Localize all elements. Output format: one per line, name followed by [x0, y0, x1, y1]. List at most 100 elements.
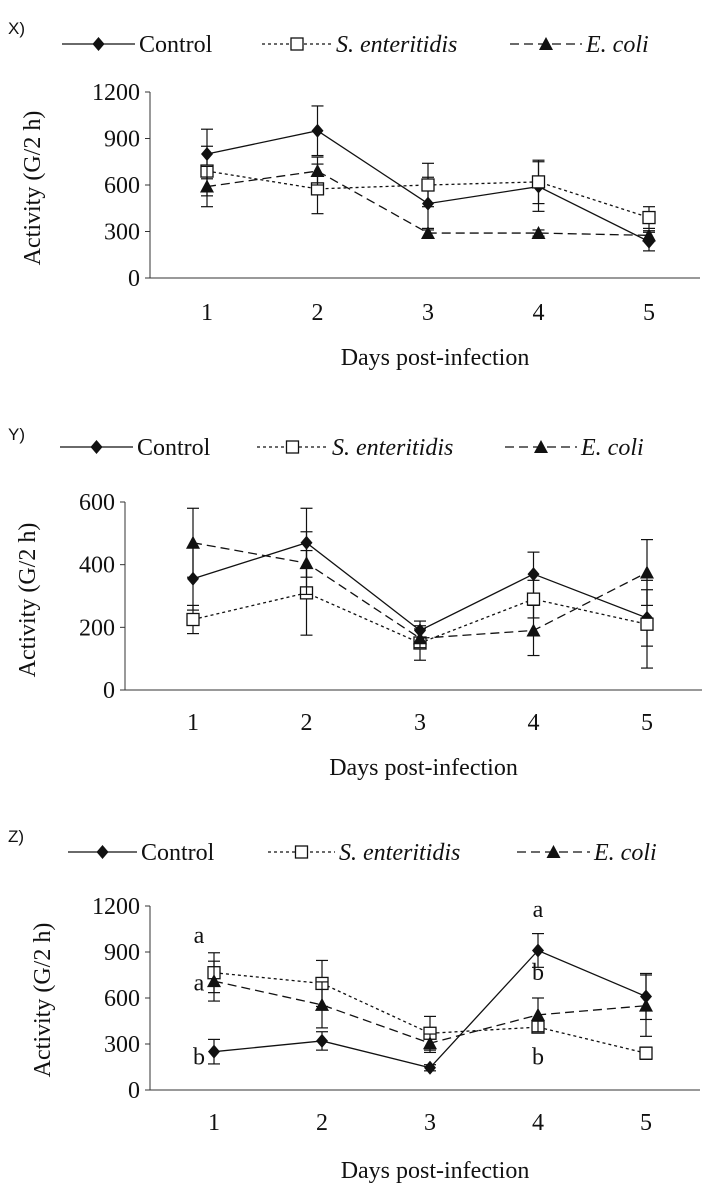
chart-panel-1: X) Control S. enteritidis E. coli 0 300 600 900… — [8, 19, 700, 371]
chart-panel-2: Y) Control S. enteritidis E. coli 0 200 400 600… — [8, 425, 702, 781]
legend-marker-e-coli — [539, 37, 553, 50]
legend-label-s-enteritidis: S. enteritidis — [336, 32, 457, 58]
data-point-s-enteritidis — [421, 178, 435, 192]
data-point-e-coli — [640, 565, 654, 579]
legend-label-s-enteritidis: S. enteritidis — [332, 435, 453, 461]
significance-letter: b — [532, 960, 544, 986]
data-point-e-coli — [531, 1007, 545, 1021]
legend-label-control: Control — [137, 435, 211, 461]
data-point-control — [424, 1060, 436, 1075]
data-point-e-coli — [315, 997, 329, 1011]
legend-marker-control — [90, 440, 103, 454]
y-tick-label: 1200 — [92, 80, 140, 106]
data-point-e-coli — [639, 998, 653, 1012]
y-tick-label: 0 — [128, 1078, 140, 1104]
y-tick-label: 0 — [103, 678, 115, 704]
y-axis-label: Activity (G/2 h) — [15, 523, 41, 678]
legend-label-e-coli: E. coli — [585, 32, 649, 58]
legend: Control S. enteritidis E. coli — [68, 840, 657, 866]
y-tick-label: 300 — [104, 1032, 140, 1058]
legend-label-control: Control — [141, 840, 215, 866]
y-tick-label: 600 — [79, 490, 115, 516]
data-point-control — [208, 1044, 220, 1059]
x-tick-label: 5 — [640, 1110, 652, 1136]
legend-marker-s-enteritidis — [285, 440, 300, 454]
legend-marker-s-enteritidis — [294, 845, 309, 859]
y-axis-label: Activity (G/2 h) — [30, 923, 56, 1078]
x-tick-label: 2 — [301, 710, 313, 736]
series-line-s-enteritidis — [213, 972, 647, 1054]
data-point-control — [532, 943, 544, 958]
x-axis-label: Days post-infection — [329, 755, 518, 781]
legend-label-e-coli: E. coli — [593, 840, 657, 866]
x-tick-label: 4 — [528, 710, 540, 736]
data-point-e-coli — [421, 226, 435, 240]
y-tick-label: 0 — [128, 266, 140, 292]
y-tick-label: 600 — [104, 173, 140, 199]
data-point-s-enteritidis — [640, 617, 654, 631]
x-tick-label: 4 — [533, 300, 545, 326]
significance-letter: a — [533, 897, 544, 923]
series-line-e-coli — [192, 542, 648, 639]
data-point-s-enteritidis — [531, 175, 546, 189]
y-tick-label: 900 — [104, 127, 140, 153]
data-point-e-coli — [413, 631, 427, 645]
data-point-control — [311, 123, 324, 138]
series-s-enteritidis — [186, 549, 654, 669]
data-point-e-coli — [531, 226, 546, 240]
x-tick-label: 5 — [641, 710, 653, 736]
y-tick-label: 200 — [79, 615, 115, 641]
x-axis-label: Days post-infection — [341, 1158, 530, 1184]
y-axis-label: Activity (G/2 h) — [20, 111, 46, 266]
significance-letter: b — [532, 1044, 544, 1070]
legend-label-control: Control — [139, 32, 213, 58]
legend-marker-control — [92, 37, 105, 51]
x-tick-label: 1 — [208, 1110, 220, 1136]
data-point-e-coli — [207, 974, 221, 988]
y-tick-label: 1200 — [92, 894, 140, 920]
chart-panel-3: Z) Control S. enteritidis E. coli 0 300 600 900… — [8, 827, 700, 1184]
x-axis-label: Days post-infection — [341, 345, 530, 371]
x-tick-label: 3 — [422, 300, 434, 326]
x-tick-label: 2 — [316, 1110, 328, 1136]
data-point-control — [316, 1033, 328, 1048]
panel-label: X) — [8, 19, 25, 38]
legend-label-e-coli: E. coli — [580, 435, 644, 461]
data-point-e-coli — [310, 164, 325, 178]
series-e-coli — [186, 507, 654, 657]
data-point-e-coli — [526, 623, 541, 637]
series-e-coli — [200, 156, 656, 242]
data-point-s-enteritidis — [186, 612, 200, 627]
x-tick-label: 1 — [187, 710, 199, 736]
series-control — [208, 932, 652, 1075]
legend-marker-control — [96, 845, 109, 859]
legend-label-s-enteritidis: S. enteritidis — [339, 840, 460, 866]
legend-marker-e-coli — [546, 845, 561, 858]
data-point-control — [527, 567, 540, 582]
data-point-s-enteritidis — [639, 1046, 653, 1060]
y-tick-label: 300 — [104, 220, 140, 246]
series-e-coli — [207, 960, 653, 1054]
y-tick-label: 600 — [104, 986, 140, 1012]
legend-marker-e-coli — [534, 440, 548, 453]
x-tick-label: 4 — [532, 1110, 544, 1136]
data-point-control — [187, 571, 199, 586]
y-tick-label: 400 — [79, 553, 115, 579]
significance-letter: a — [194, 923, 205, 949]
series-line-control — [192, 542, 648, 632]
data-point-e-coli — [299, 556, 314, 570]
data-point-e-coli — [200, 179, 214, 193]
data-point-s-enteritidis — [642, 210, 656, 225]
significance-letter: a — [194, 971, 205, 997]
data-point-e-coli — [186, 535, 200, 549]
data-point-e-coli — [642, 228, 656, 242]
y-tick-label: 900 — [104, 940, 140, 966]
x-tick-label: 2 — [312, 300, 324, 326]
data-point-e-coli — [423, 1036, 437, 1050]
panel-label: Z) — [8, 827, 24, 846]
legend: Control S. enteritidis E. coli — [62, 32, 649, 58]
data-point-s-enteritidis — [526, 592, 541, 606]
panel-label: Y) — [8, 425, 25, 444]
x-tick-label: 3 — [414, 710, 426, 736]
